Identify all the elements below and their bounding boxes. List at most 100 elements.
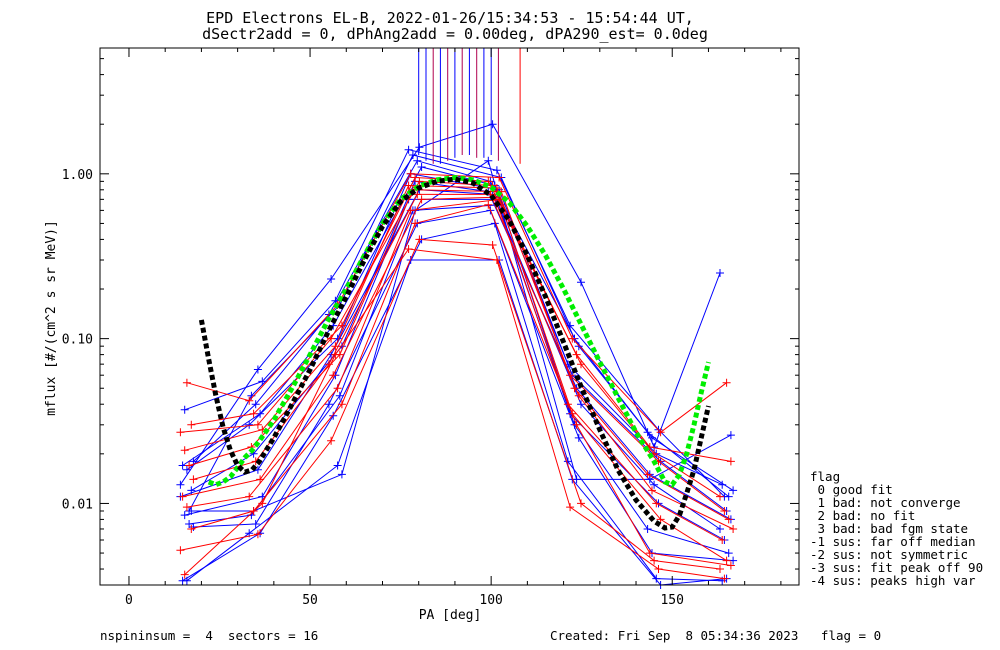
red-data-point — [413, 190, 422, 199]
blue-data-point — [652, 574, 661, 583]
blue-data-point — [247, 511, 256, 520]
x-tick-label: 50 — [302, 593, 318, 608]
blue-data-point — [718, 480, 727, 489]
legend-item-good-fit: 0 good fit — [810, 482, 893, 497]
legend-item-not-symmetric: -2 sus: not symmetric — [810, 547, 968, 562]
red-data-point — [404, 181, 413, 190]
blue-data-point — [251, 400, 260, 409]
red-series-line — [184, 248, 725, 580]
legend-item-not-converge: 1 bad: not converge — [810, 495, 961, 510]
legend: flag 0 good fit 1 bad: not converge 2 ba… — [810, 469, 983, 588]
blue-data-point — [415, 143, 424, 152]
y-tick-label: 0.01 — [62, 497, 93, 512]
blue-series-line — [186, 259, 727, 586]
red-data-point — [488, 241, 497, 249]
red-data-point — [189, 475, 198, 484]
blue-data-point — [729, 486, 738, 495]
blue-data-point — [577, 400, 585, 409]
red-data-point — [417, 195, 426, 204]
red-data-point — [187, 525, 196, 533]
red-data-point — [415, 177, 424, 186]
red-data-point — [722, 556, 731, 565]
legend-title: flag — [810, 469, 840, 484]
red-data-point — [331, 350, 340, 359]
legend-item-far-off-median: -1 sus: far off median — [810, 534, 976, 549]
blue-data-point — [329, 411, 338, 420]
blue-data-point — [492, 166, 501, 175]
red-data-point — [577, 499, 585, 508]
red-data-point — [716, 565, 724, 573]
red-series-line — [184, 184, 725, 512]
red-data-point — [726, 561, 735, 570]
red-data-point — [656, 428, 665, 437]
red-series-line — [180, 180, 721, 498]
black-fit-curve — [198, 176, 711, 531]
red-data-point — [253, 420, 262, 429]
red-data-point — [495, 173, 504, 182]
red-data-point — [415, 235, 424, 244]
blue-data-point — [324, 400, 333, 409]
x-tick-label: 0 — [125, 593, 133, 608]
blue-data-point — [245, 420, 254, 429]
y-tick-label: 1.00 — [62, 168, 93, 183]
red-data-point — [722, 378, 731, 387]
red-data-point — [716, 492, 724, 501]
blue-series-line — [186, 173, 727, 512]
red-data-point — [258, 499, 267, 508]
blue-data-point — [574, 433, 583, 442]
blue-series-line — [180, 189, 721, 530]
red-data-point — [729, 525, 738, 533]
series-layer — [176, 48, 738, 589]
red-data-point — [404, 245, 413, 253]
red-data-point — [180, 446, 189, 455]
blue-data-point — [182, 465, 191, 474]
red-data-point — [652, 499, 661, 508]
blue-data-point — [726, 431, 735, 440]
red-series-line — [186, 198, 727, 562]
green-fit-curve — [207, 174, 711, 488]
legend-item-bad-fgm-state: 3 bad: bad fgm state — [810, 521, 968, 536]
red-data-point — [568, 334, 577, 343]
blue-data-point — [335, 391, 344, 400]
chart-title-line1: EPD Electrons EL-B, 2022-01-26/15:34:53 … — [206, 9, 694, 27]
x-tick-label: 150 — [660, 593, 683, 608]
blue-data-point — [724, 492, 733, 501]
red-data-point — [720, 574, 729, 583]
blue-data-point — [716, 525, 724, 533]
red-data-point — [182, 378, 191, 387]
red-data-point — [329, 371, 338, 380]
red-data-point — [411, 173, 420, 182]
legend-item-fit-peak-off-90: -3 sus: fit peak off 90 — [810, 560, 983, 575]
red-data-point — [406, 169, 415, 178]
legend-item-peaks-high-var: -4 sus: peaks high var — [810, 573, 976, 588]
red-data-point — [178, 492, 187, 501]
blue-data-point — [645, 475, 654, 484]
blue-data-point — [253, 365, 262, 374]
chart-title-line2: dSectr2add = 0, dPhAng2add = 0.00deg, dP… — [202, 25, 708, 43]
red-data-point — [176, 546, 185, 555]
legend-item-no-fit: 2 bad: no fit — [810, 508, 915, 523]
red-data-point — [185, 461, 194, 470]
blue-data-point — [724, 549, 733, 558]
blue-data-point — [484, 156, 493, 165]
x-axis-label: PA [deg] — [419, 608, 482, 623]
blue-series-line — [179, 123, 721, 485]
blue-data-point — [488, 120, 497, 129]
red-data-point — [327, 436, 336, 445]
blue-data-point — [716, 269, 724, 277]
blue-data-point — [650, 480, 659, 489]
blue-data-point — [333, 461, 342, 470]
red-data-point — [249, 409, 258, 418]
red-data-point — [654, 565, 663, 573]
blue-data-point — [176, 480, 185, 489]
red-data-point — [656, 515, 665, 524]
blue-series-line — [182, 222, 723, 582]
y-tick-label: 0.10 — [62, 333, 93, 348]
red-series-line — [193, 193, 734, 530]
red-data-point — [726, 457, 735, 466]
blue-data-point — [180, 511, 189, 520]
red-data-point — [566, 503, 575, 512]
red-data-point — [182, 503, 191, 512]
red-data-point — [645, 549, 654, 558]
